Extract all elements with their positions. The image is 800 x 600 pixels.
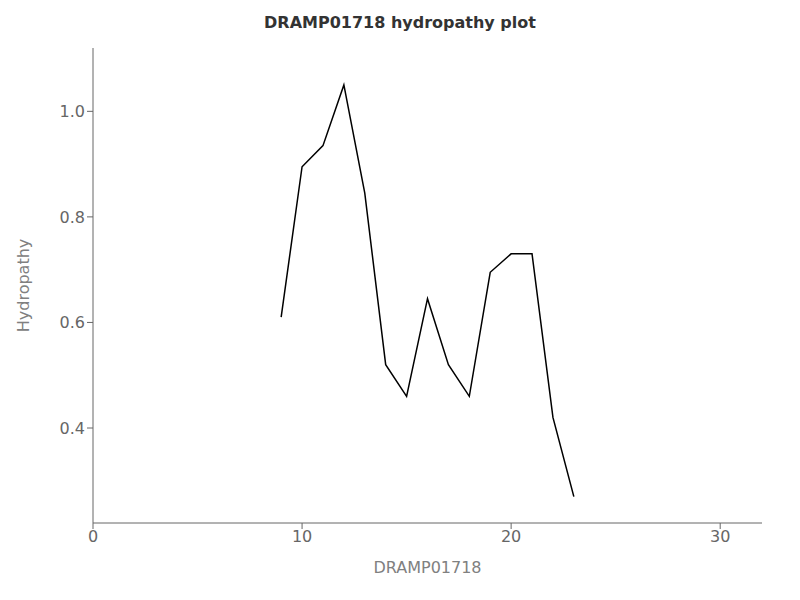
svg-text:0.4: 0.4 [60,419,85,438]
svg-text:10: 10 [292,527,312,546]
svg-text:0: 0 [88,527,98,546]
svg-text:1.0: 1.0 [60,102,85,121]
svg-text:20: 20 [501,527,521,546]
svg-text:0.6: 0.6 [60,313,85,332]
html-text:DRAMP01718 hydropathy plot: DRAMP01718 hydropathy plot [264,13,536,32]
svg-text:DRAMP01718: DRAMP01718 [373,558,481,577]
svg-text:30: 30 [710,527,730,546]
svg-text:0.8: 0.8 [60,208,85,227]
svg-text:Hydropathy: Hydropathy [14,239,33,333]
